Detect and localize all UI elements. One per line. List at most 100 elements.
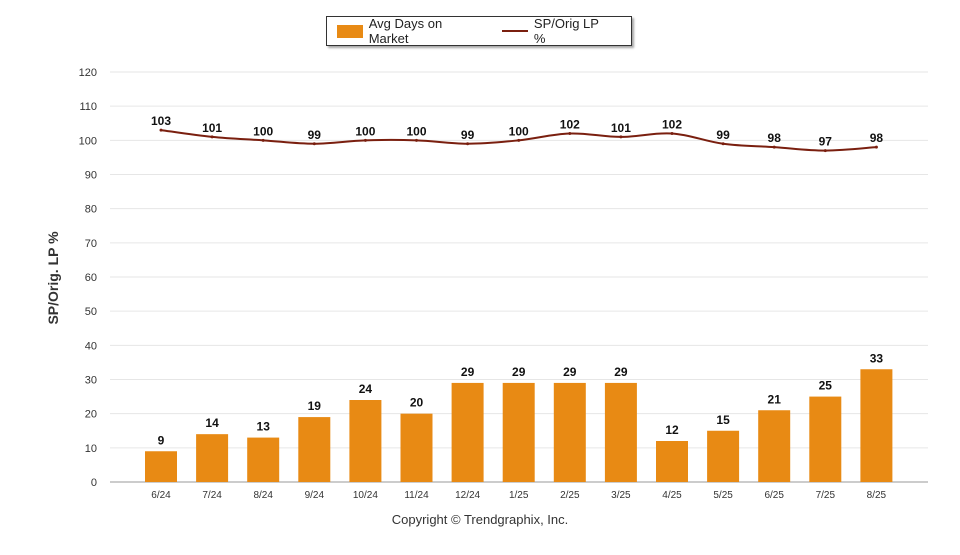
bar [145, 451, 177, 482]
x-tick-label: 6/24 [151, 490, 171, 501]
bar [809, 396, 842, 482]
y-tick-label: 100 [79, 135, 97, 147]
bar [451, 382, 484, 482]
x-tick-label: 7/24 [202, 490, 222, 501]
line-value-label: 101 [202, 121, 222, 135]
bar-value-label: 15 [716, 413, 730, 427]
bar [604, 382, 637, 482]
x-tick-label: 11/24 [404, 490, 429, 501]
bar-value-label: 12 [665, 423, 679, 437]
line-value-label: 100 [253, 124, 273, 138]
y-tick-label: 60 [85, 272, 97, 284]
bar [247, 437, 280, 482]
line-point [670, 132, 674, 135]
bar-value-label: 29 [614, 365, 628, 379]
y-tick-label: 90 [85, 170, 97, 182]
legend: Avg Days on Market SP/Orig LP % [326, 16, 632, 46]
line-series: 103 101 100 99 100 100 99 100 102 101 102 99 98 97 98 [151, 114, 884, 153]
bar [656, 441, 688, 482]
bar [502, 382, 535, 482]
bar-value-label: 24 [359, 382, 373, 396]
x-tick-label: 5/25 [713, 490, 733, 501]
x-tick-label: 6/25 [764, 490, 784, 501]
y-tick-label: 40 [85, 340, 97, 352]
legend-item-bar[interactable]: Avg Days on Market [337, 16, 484, 46]
line-point [772, 145, 776, 149]
line-value-label: 101 [611, 121, 631, 135]
bar-value-label: 21 [768, 392, 782, 406]
legend-line-label: SP/Orig LP % [533, 16, 599, 46]
bar-value-label: 14 [205, 416, 219, 430]
line-point [415, 138, 418, 142]
line-point [568, 132, 572, 135]
x-tick-label: 7/25 [816, 490, 836, 501]
bar [349, 400, 382, 482]
x-tick-label: 4/25 [662, 490, 682, 501]
x-tick-label: 12/24 [455, 490, 480, 501]
x-tick-label: 3/25 [611, 490, 631, 501]
line-point [823, 149, 827, 153]
bar-value-label: 25 [819, 379, 833, 393]
bar [553, 382, 586, 482]
y-tick-label: 10 [85, 443, 97, 455]
line-value-label: 100 [355, 124, 375, 138]
line-value-label: 98 [768, 131, 782, 145]
x-tick-label: 2/25 [560, 490, 580, 501]
legend-bar-swatch [337, 24, 363, 38]
y-tick-label: 80 [85, 204, 97, 216]
legend-line-swatch [502, 30, 528, 32]
line-point [261, 138, 265, 142]
legend-bar-label: Avg Days on Market [368, 16, 443, 46]
legend-item-line[interactable]: SP/Orig LP % [502, 16, 613, 46]
bar [707, 430, 740, 482]
copyright-text: Copyright © Trendgraphix, Inc. [391, 512, 569, 527]
bar [758, 410, 791, 482]
y-axis-label: SP/Orig. LP % [45, 231, 61, 325]
x-tick-labels: 6/24 7/24 8/24 9/24 10/24 11/24 12/24 1/25 2/25 3… [151, 490, 886, 501]
bar-series: 9 14 13 19 24 20 29 29 29 29 12 15 21 25 33 [145, 351, 893, 482]
x-tick-label: 8/25 [867, 490, 887, 501]
y-tick-label: 70 [85, 238, 97, 250]
bar-value-label: 9 [158, 433, 165, 447]
bar [196, 434, 229, 482]
line-value-label: 103 [151, 114, 171, 128]
line-point [874, 145, 878, 149]
line-point [517, 138, 521, 142]
y-tick-label: 50 [85, 306, 97, 318]
bar [400, 413, 433, 482]
bar-value-label: 29 [563, 365, 577, 379]
x-tick-label: 1/25 [509, 490, 529, 501]
bar [860, 369, 893, 482]
line-value-label: 102 [560, 118, 580, 132]
bar-value-label: 19 [308, 399, 322, 413]
line-value-label: 99 [716, 128, 730, 142]
bar-value-label: 13 [257, 420, 271, 434]
bar-value-label: 20 [410, 396, 424, 410]
y-tick-labels: 0 10 20 30 40 50 60 70 80 90 100 110 120 [79, 67, 97, 489]
y-tick-label: 110 [79, 101, 97, 113]
bar-value-label: 33 [870, 351, 884, 365]
y-tick-label: 120 [79, 67, 97, 79]
bar [298, 417, 331, 482]
x-tick-label: 10/24 [353, 490, 378, 501]
line-point [159, 128, 163, 132]
line-point [363, 138, 367, 142]
line-point [619, 135, 623, 139]
x-tick-label: 8/24 [253, 490, 273, 501]
line-value-label: 100 [406, 124, 426, 138]
line-point [466, 142, 470, 146]
line-value-label: 102 [662, 118, 682, 132]
line-point [721, 142, 725, 146]
line-value-label: 98 [870, 131, 884, 145]
line-point [210, 135, 214, 139]
y-tick-label: 0 [91, 477, 97, 489]
line-value-label: 99 [461, 128, 475, 142]
line-value-label: 99 [308, 128, 322, 142]
line-point [312, 142, 316, 146]
y-tick-label: 30 [85, 375, 97, 387]
y-tick-label: 20 [85, 409, 97, 421]
x-tick-label: 9/24 [305, 490, 325, 501]
bar-value-label: 29 [461, 365, 475, 379]
